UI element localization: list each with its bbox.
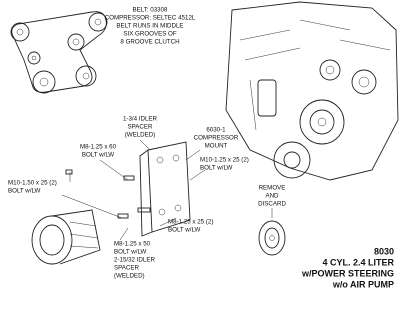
part-label: BELT RUNS IN MIDDLE: [116, 23, 183, 30]
part-label: AND: [265, 193, 279, 200]
belt-routing: [10, 11, 108, 94]
part-label: (WELDED): [114, 273, 145, 280]
idler-pulley: [258, 220, 286, 256]
part-label: 6030-1: [206, 127, 226, 134]
bolts: [61, 139, 273, 241]
part-label: 8 GROOVE CLUTCH: [120, 39, 179, 46]
title-block: w/POWER STEERING: [301, 268, 394, 278]
part-label: M8-1.25 x 60: [80, 144, 117, 151]
title-block: 4 CYL. 2.4 LITER: [322, 257, 394, 267]
part-label: BOLT w/LW: [82, 152, 114, 159]
engine: [225, 1, 399, 181]
part-label: BELT: 03308: [133, 7, 169, 14]
part-label: COMPRESSOR: SELTEC 4512L: [105, 15, 196, 22]
title-block: 8030: [374, 246, 394, 256]
part-label: REMOVE: [259, 185, 286, 192]
title-block: w/o AIR PUMP: [332, 279, 394, 289]
part-label: BOLT w/LW: [200, 165, 232, 172]
part-label: (WELDED): [125, 132, 156, 139]
part-label: M8-1.25 x 50: [114, 241, 151, 248]
part-label: M10-1.25 x 25 (2): [200, 157, 249, 164]
part-label: SIX GROOVES OF: [123, 31, 177, 38]
part-label: 2-15/32 IDLER: [114, 257, 155, 264]
part-label: BOLT w/LW: [8, 188, 40, 195]
part-label: M10-1.50 x 25 (2): [8, 180, 57, 187]
part-label: MOUNT: [205, 143, 228, 150]
compressor-mount: [139, 141, 191, 237]
part-label: 1-3/4 IDLER: [123, 116, 158, 123]
part-label: COMPRESSOR: [194, 135, 239, 142]
compressor: [31, 209, 101, 265]
part-label: BOLT w/LW: [114, 249, 146, 256]
part-label: BOLT w/LW: [168, 227, 200, 234]
part-label: SPACER: [114, 265, 140, 272]
part-label: M8-1.25 x 25 (2): [168, 219, 213, 226]
part-label: SPACER: [128, 124, 154, 131]
part-label: DISCARD: [258, 201, 286, 208]
